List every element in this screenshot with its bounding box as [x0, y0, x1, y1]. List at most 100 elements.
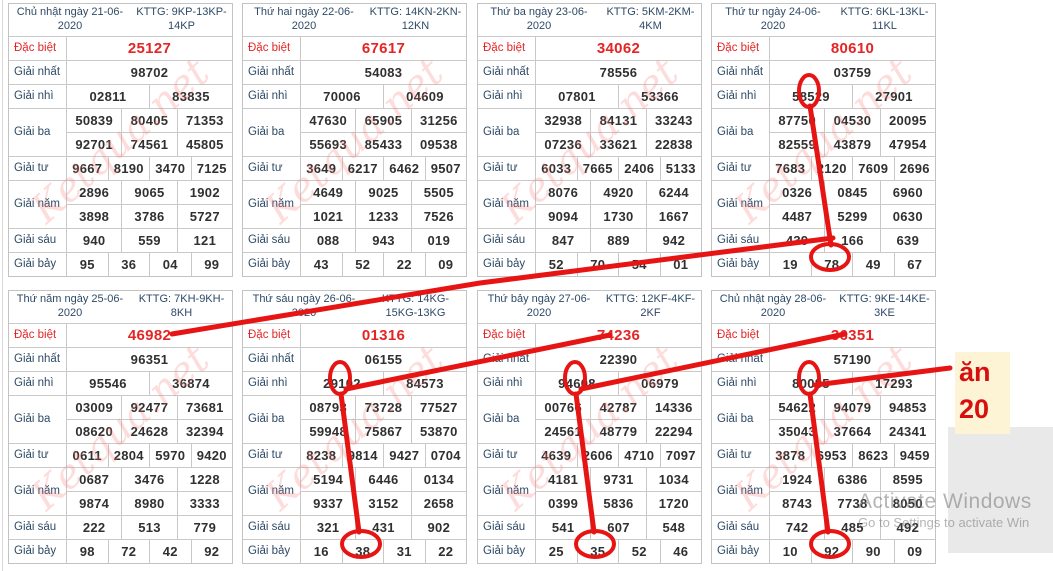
prize-label: Giải sáu — [478, 515, 536, 539]
prize-label: Giải nhất — [9, 347, 67, 371]
prize-value: 8190 — [107, 156, 150, 180]
prize-value: 77527 — [410, 395, 466, 419]
prize-value: 00766 — [544, 399, 582, 415]
prize-label: Giải nhì — [243, 84, 301, 108]
prize-value: 47630 — [309, 112, 347, 128]
prize-value: 95 — [79, 256, 95, 272]
prize-label: Giải sáu — [712, 515, 770, 539]
prize-value: 22 — [424, 539, 467, 563]
prize-row-ba: Giải ba 47630 65905 31256 55693 85433 09538 — [243, 107, 466, 156]
prize-label: Giải nhất — [712, 60, 770, 84]
prize-value: 06979 — [618, 371, 701, 395]
prize-value: 70 — [576, 252, 619, 276]
prize-value: 46 — [659, 539, 702, 563]
prize-row-sau: Giải sáu 940 559 121 — [9, 227, 232, 252]
prize-rows: Đặc biệt 80610 Giải nhất 03759 Giải nhì 58529… — [712, 35, 935, 276]
prize-value: 37664 — [824, 419, 879, 443]
prize-value: 9814 — [341, 443, 384, 467]
prize-value: 06155 — [364, 351, 403, 367]
prize-rows: Đặc biệt 34062 Giải nhất 78556 Giải nhì 07801… — [478, 35, 702, 276]
prize-value: 67617 — [361, 39, 406, 57]
prize-label: Giải năm — [712, 467, 770, 515]
prize-row-db: Đặc biệt 46982 — [9, 322, 232, 347]
prize-value: 3470 — [149, 156, 191, 180]
prize-row-ba: Giải ba 08793 73728 77527 59948 75867 53870 — [243, 394, 466, 443]
prize-row-db: Đặc biệt 80610 — [712, 35, 935, 60]
prize-value: 5299 — [824, 204, 879, 228]
prize-row-bay: Giải bảy 16 38 31 22 — [243, 538, 467, 563]
prize-row-nhat: Giải nhất 98702 — [9, 59, 232, 84]
prize-value: 03009 — [75, 399, 113, 415]
prize-row-sau: Giải sáu 088 943 019 — [243, 227, 466, 252]
prize-value: 16 — [313, 543, 329, 559]
prize-value: 43879 — [824, 132, 879, 156]
result-table-7: Thứ bảy ngày 27-06-2020 KTTG: 12KF-4KF-2… — [477, 290, 702, 564]
prize-row-sau: Giải sáu 222 513 779 — [9, 514, 232, 539]
prize-value: 29102 — [323, 375, 361, 391]
prize-value: 088 — [316, 232, 340, 248]
prize-value: 6244 — [645, 180, 701, 204]
prize-label: Giải nhì — [478, 371, 536, 395]
prize-row-nam: Giải năm 0326 0845 6960 4487 5299 0630 — [712, 179, 935, 228]
prize-value: 3898 — [79, 208, 110, 224]
prize-row-nhat: Giải nhất 54083 — [243, 59, 466, 84]
prize-row-tu: Giải tư 7683 2120 7609 2696 — [712, 155, 935, 180]
prize-value: 1720 — [645, 491, 701, 515]
table-header: Thứ hai ngày 22-06-2020 KTTG: 14KN-2KN-1… — [243, 4, 466, 36]
prize-value: 889 — [590, 228, 645, 252]
prize-value: 47954 — [879, 132, 935, 156]
prize-value: 6446 — [355, 467, 410, 491]
prize-label: Giải bảy — [9, 252, 67, 276]
prize-value: 80085 — [792, 375, 830, 391]
prize-value: 019 — [410, 228, 466, 252]
prize-label: Giải nhì — [9, 84, 67, 108]
prize-value: 09 — [893, 539, 936, 563]
prize-value: 559 — [121, 228, 176, 252]
prize-value: 9094 — [548, 208, 579, 224]
prize-value: 99 — [190, 252, 233, 276]
prize-row-ba: Giải ba 87750 04530 20095 82559 43879 47954 — [712, 107, 935, 156]
prize-label: Giải nhì — [712, 371, 770, 395]
prize-row-db: Đặc biệt 34062 — [478, 35, 701, 60]
prize-value: 3649 — [306, 160, 337, 176]
prize-label: Giải sáu — [243, 515, 301, 539]
prize-row-nhat: Giải nhất 78556 — [478, 59, 701, 84]
prize-rows: Đặc biệt 74236 Giải nhất 22390 Giải nhì 94608… — [478, 322, 702, 563]
prize-value: 513 — [121, 515, 176, 539]
prize-value: 95546 — [89, 375, 127, 391]
prize-value: 98 — [79, 543, 95, 559]
prize-value: 74561 — [121, 132, 176, 156]
result-table-4: Thứ tư ngày 24-06-2020 KTTG: 6KL-13KL-11… — [711, 3, 936, 277]
prize-value: 222 — [82, 519, 106, 535]
prize-label: Giải nhất — [712, 347, 770, 371]
prize-value: 24628 — [121, 419, 176, 443]
prize-value: 6033 — [541, 160, 572, 176]
prize-value: 52 — [618, 539, 660, 563]
prize-value: 3333 — [176, 491, 232, 515]
prize-row-nhat: Giải nhất 03759 — [712, 59, 935, 84]
prize-value: 94079 — [824, 395, 879, 419]
prize-value: 80610 — [830, 39, 875, 57]
prize-value: 14336 — [645, 395, 701, 419]
table-header: Thứ ba ngày 23-06-2020 KTTG: 5KM-2KM-4KM — [478, 4, 701, 36]
prize-value: 09538 — [410, 132, 466, 156]
prize-value: 33621 — [590, 132, 645, 156]
prize-value: 121 — [176, 228, 232, 252]
table-date: Thứ ba ngày 23-06-2020 — [490, 6, 588, 32]
result-table-3: Thứ ba ngày 23-06-2020 KTTG: 5KM-2KM-4KM… — [477, 3, 702, 277]
prize-value: 25127 — [127, 39, 172, 57]
table-date: Thứ năm ngày 25-06-2020 — [16, 293, 124, 319]
prize-value: 32938 — [544, 112, 582, 128]
prize-value: 52 — [341, 252, 384, 276]
prize-label: Giải ba — [712, 395, 770, 443]
prize-value: 70006 — [323, 88, 361, 104]
prize-value: 31 — [383, 539, 425, 563]
prize-value: 8076 — [548, 184, 579, 200]
prize-label: Giải sáu — [9, 228, 67, 252]
prize-value: 8623 — [852, 443, 894, 467]
prize-row-bay: Giải bảy 43 52 22 09 — [243, 251, 467, 276]
prize-value: 321 — [316, 519, 340, 535]
prize-value: 09 — [424, 252, 467, 276]
table-date: Thứ hai ngày 22-06-2020 — [254, 6, 354, 32]
prize-value: 5133 — [659, 156, 702, 180]
